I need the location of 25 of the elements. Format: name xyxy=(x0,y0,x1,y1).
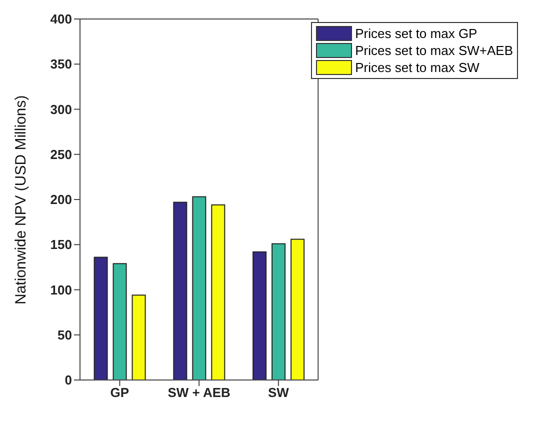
y-tick-label: 400 xyxy=(50,12,72,27)
x-tick-label: SW xyxy=(268,385,290,400)
bar xyxy=(290,238,305,380)
y-tick-label: 300 xyxy=(50,102,72,117)
y-tick-label: 150 xyxy=(50,237,72,252)
bar xyxy=(211,204,226,380)
bar xyxy=(112,263,127,380)
y-tick-label: 50 xyxy=(58,327,72,342)
y-tick-label: 250 xyxy=(50,146,72,162)
x-tick-label: GP xyxy=(110,385,130,400)
x-tick-label: SW + AEB xyxy=(168,385,230,400)
y-axis-title: Nationwide NPV (USD Millions) xyxy=(12,95,30,304)
bar xyxy=(173,202,188,380)
y-tick-label: 0 xyxy=(64,372,72,388)
bar xyxy=(272,243,286,380)
bar xyxy=(132,294,146,380)
y-tick-label: 350 xyxy=(50,56,72,72)
legend-label: Prices set to max GP xyxy=(355,26,478,41)
bar xyxy=(252,251,267,380)
bar xyxy=(94,256,108,380)
legend-label: Prices set to max SW+AEB xyxy=(355,43,513,58)
y-tick-label: 100 xyxy=(50,282,72,298)
bar xyxy=(192,196,206,380)
y-tick-label: 200 xyxy=(50,192,72,208)
legend-label: Prices set to max SW xyxy=(355,60,480,75)
